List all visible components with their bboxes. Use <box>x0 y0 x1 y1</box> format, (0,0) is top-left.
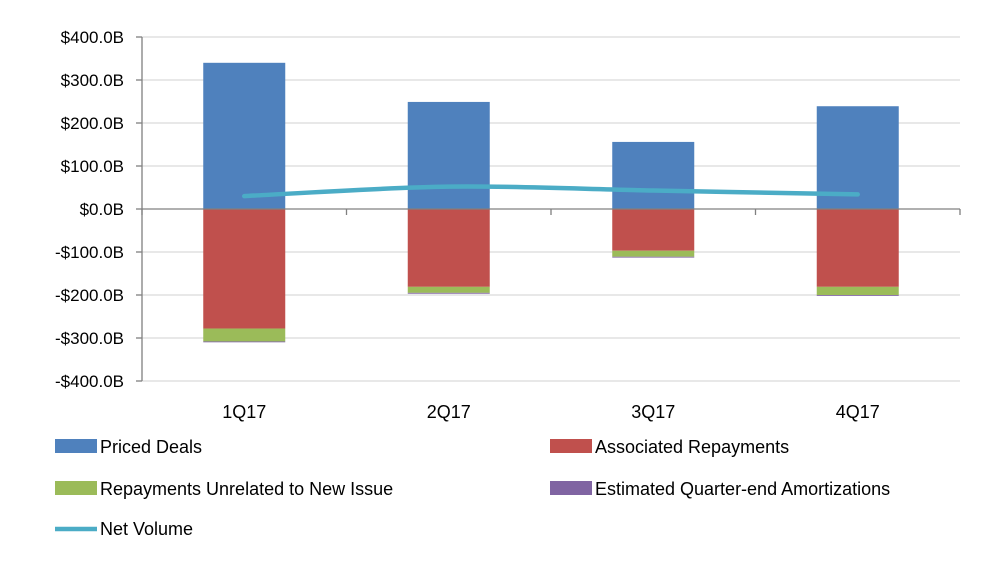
bar-priced-deals-3q17 <box>612 141 695 209</box>
y-tick-label: $100.0B <box>61 157 124 176</box>
x-tick-label: 3Q17 <box>631 402 675 422</box>
bar-associated-repayments-3q17 <box>612 209 695 251</box>
y-tick-label: $200.0B <box>61 114 124 133</box>
x-tick-label: 4Q17 <box>836 402 880 422</box>
legend-label-priced-deals: Priced Deals <box>100 437 202 457</box>
y-tick-label: $300.0B <box>61 71 124 90</box>
bar-estimated-quarter-end-amortizations-2q17 <box>407 292 490 294</box>
net-volume-line-path <box>242 184 860 199</box>
bar-associated-repayments-1q17 <box>203 209 286 329</box>
net-volume-line <box>242 184 860 199</box>
legend: Priced Deals Associated Repayments Repayme… <box>55 437 890 539</box>
y-tick-label: $400.0B <box>61 28 124 47</box>
legend-swatch-repayments-unrelated-to-new-issue <box>55 481 97 495</box>
legend-swatch-associated-repayments <box>550 439 592 453</box>
bar-repayments-unrelated-to-new-issue-4q17 <box>816 286 899 295</box>
legend-swatch-estimated-quarter-end-amortizations <box>550 481 592 495</box>
bar-repayments-unrelated-to-new-issue-1q17 <box>203 328 286 342</box>
bar-associated-repayments-4q17 <box>816 209 899 287</box>
legend-label-estimated-quarter-end-amortizations: Estimated Quarter-end Amortizations <box>595 479 890 499</box>
y-tick-label: -$400.0B <box>55 372 124 391</box>
y-tick-label: $0.0B <box>80 200 124 219</box>
y-tick-label: -$100.0B <box>55 243 124 262</box>
y-tick-label: -$300.0B <box>55 329 124 348</box>
axes <box>136 36 961 382</box>
legend-swatch-priced-deals <box>55 439 97 453</box>
bar-repayments-unrelated-to-new-issue-3q17 <box>612 250 695 257</box>
bar-repayments-unrelated-to-new-issue-2q17 <box>407 286 490 293</box>
x-tick-label: 2Q17 <box>427 402 471 422</box>
y-tick-label: -$200.0B <box>55 286 124 305</box>
bar-estimated-quarter-end-amortizations-4q17 <box>816 295 899 296</box>
x-tick-label: 1Q17 <box>222 402 266 422</box>
legend-label-repayments-unrelated-to-new-issue: Repayments Unrelated to New Issue <box>100 479 393 499</box>
y-axis-ticks: $400.0B $300.0B $200.0B $100.0B $0.0B -$100.0… <box>55 28 124 391</box>
bar-priced-deals-1q17 <box>203 62 286 209</box>
bar-associated-repayments-2q17 <box>407 209 490 287</box>
bar-estimated-quarter-end-amortizations-1q17 <box>203 341 286 343</box>
legend-label-associated-repayments: Associated Repayments <box>595 437 789 457</box>
bar-priced-deals-2q17 <box>407 101 490 209</box>
x-axis-ticks: 1Q17 2Q17 3Q17 4Q17 <box>222 402 880 422</box>
bar-estimated-quarter-end-amortizations-3q17 <box>612 256 695 258</box>
bar-series <box>203 62 899 343</box>
legend-label-net-volume: Net Volume <box>100 519 193 539</box>
